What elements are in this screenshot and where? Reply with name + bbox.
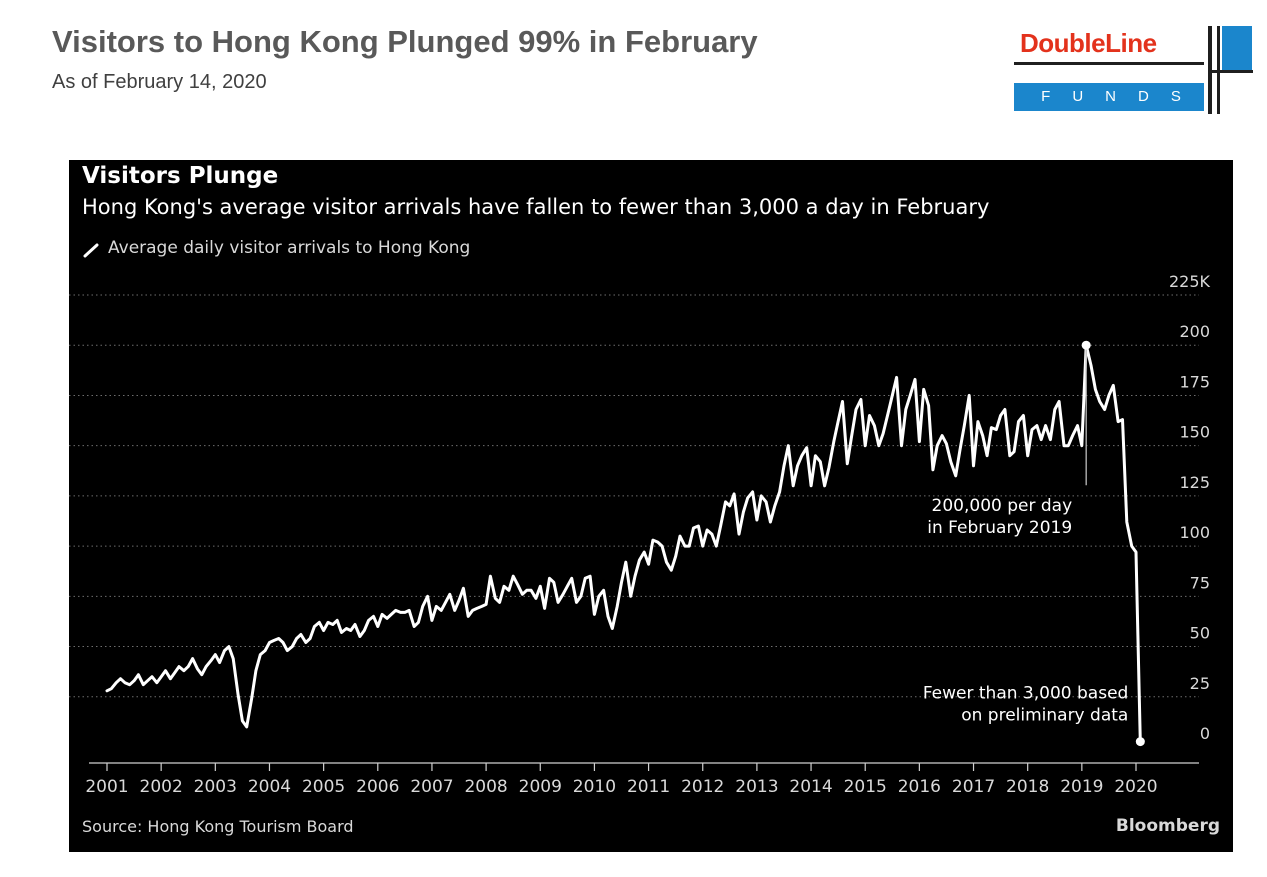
annotation-text-feb-2019-0: 200,000 per day: [932, 496, 1073, 516]
annotation-text-feb-2019-1: in February 2019: [927, 518, 1072, 538]
y-tick-label-7: 175: [1179, 372, 1210, 391]
x-tick-label-16: 2017: [952, 777, 995, 797]
x-tick-label-4: 2005: [302, 777, 345, 797]
y-tick-label-8: 200: [1179, 322, 1210, 341]
chart-source: Source: Hong Kong Tourism Board: [82, 817, 354, 836]
x-tick-label-11: 2012: [681, 777, 724, 797]
x-tick-label-3: 2004: [248, 777, 291, 797]
doubleline-logo: DoubleLine FUNDS: [1012, 26, 1253, 114]
chart-panel: 0 25 50 75 100 125 150 175 200 225K 2001 2002 2003 20…: [69, 160, 1233, 852]
annotation-marker-feb-2020: [1135, 737, 1145, 747]
y-tick-label-4: 100: [1179, 523, 1210, 542]
y-tick-label-6: 150: [1179, 423, 1210, 442]
page-title: Visitors to Hong Kong Plunged 99% in Feb…: [52, 24, 758, 59]
x-tick-label-10: 2011: [627, 777, 670, 797]
x-tick-label-12: 2013: [735, 777, 778, 797]
logo-rule: [1014, 62, 1204, 65]
chart-title: Visitors Plunge: [82, 163, 279, 189]
y-tick-label-5: 125: [1179, 473, 1210, 492]
annotation-text-feb-2020-0: Fewer than 3,000 based: [923, 684, 1129, 704]
legend-label: Average daily visitor arrivals to Hong K…: [108, 238, 471, 258]
y-tick-label-9: 225K: [1169, 272, 1211, 291]
page-subtitle: As of February 14, 2020: [52, 71, 267, 93]
annotation-text-feb-2020-1: on preliminary data: [961, 706, 1128, 726]
x-tick-label-9: 2010: [573, 777, 616, 797]
y-tick-label-3: 75: [1190, 573, 1210, 592]
x-tick-label-0: 2001: [85, 777, 128, 797]
x-tick-label-17: 2018: [1006, 777, 1049, 797]
logo-blue-square: [1222, 26, 1252, 70]
logo-tagline-bar: FUNDS: [1014, 83, 1204, 111]
series-line-0: [105, 343, 1142, 744]
y-tick-label-1: 25: [1190, 674, 1210, 693]
x-tick-label-5: 2006: [356, 777, 399, 797]
legend-line-icon: [83, 243, 99, 258]
line-chart: 0 25 50 75 100 125 150 175 200 225K 2001 2002 2003 20…: [69, 272, 1211, 797]
annotation-marker-feb-2019: [1081, 340, 1091, 350]
x-tick-label-13: 2014: [789, 777, 832, 797]
x-tick-label-14: 2015: [844, 777, 887, 797]
y-tick-label-0: 0: [1200, 724, 1210, 743]
chart-brand: Bloomberg: [1115, 816, 1220, 836]
logo-name: DoubleLine: [1020, 28, 1157, 58]
chart-subtitle: Hong Kong's average visitor arrivals hav…: [82, 195, 990, 219]
x-tick-label-18: 2019: [1060, 777, 1103, 797]
x-tick-label-19: 2020: [1114, 777, 1157, 797]
x-tick-label-2: 2003: [194, 777, 237, 797]
x-tick-label-1: 2002: [140, 777, 183, 797]
logo-tagline: FUNDS: [1041, 88, 1203, 105]
x-tick-label-15: 2016: [898, 777, 941, 797]
x-tick-label-7: 2008: [464, 777, 507, 797]
y-tick-label-2: 50: [1190, 624, 1210, 643]
x-tick-label-8: 2009: [519, 777, 562, 797]
x-tick-label-6: 2007: [410, 777, 453, 797]
logo-horizontal-rule: [1208, 70, 1253, 73]
